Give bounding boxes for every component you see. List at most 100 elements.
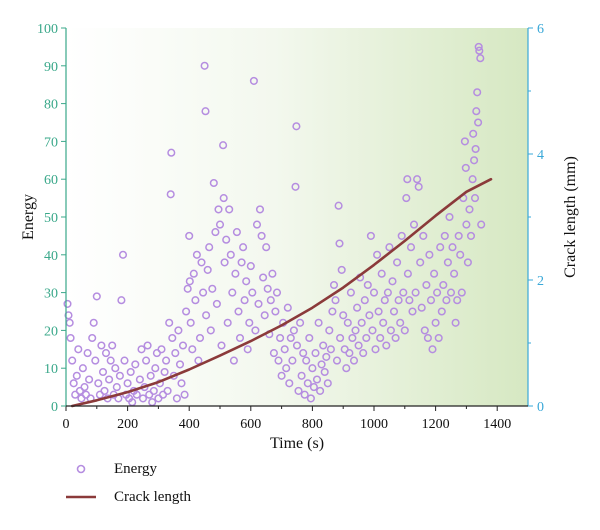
energy-point <box>376 333 385 343</box>
energy-point <box>445 212 454 222</box>
energy-point <box>362 333 371 343</box>
energy-point <box>388 277 397 286</box>
energy-point <box>322 352 331 361</box>
energy-point <box>149 386 158 395</box>
energy-point <box>334 201 343 210</box>
energy-point <box>368 326 377 335</box>
energy-point <box>461 163 470 172</box>
energy-point <box>120 356 129 365</box>
energy-point <box>433 288 442 297</box>
energy-point <box>377 269 386 278</box>
energy-point <box>282 364 291 373</box>
energy-point <box>406 243 416 252</box>
energy-point <box>403 175 412 184</box>
energy-point <box>306 394 315 403</box>
y-left-tick-label: 100 <box>37 22 58 37</box>
energy-point <box>457 288 466 297</box>
energy-point <box>163 386 172 395</box>
energy-point <box>339 311 348 320</box>
energy-point <box>202 311 211 320</box>
energy-point <box>365 311 374 320</box>
legend-line-crack-length-icon <box>66 495 96 499</box>
energy-point <box>174 326 183 335</box>
energy-point <box>380 296 389 305</box>
energy-point <box>138 394 148 403</box>
energy-point <box>354 341 363 350</box>
energy-point <box>442 296 451 305</box>
x-tick-label: 200 <box>117 417 138 432</box>
energy-point <box>266 296 275 305</box>
energy-point <box>211 228 220 237</box>
legend: Energy Crack length <box>66 455 191 511</box>
energy-point <box>88 333 97 343</box>
y-right-tick-label: 0 <box>537 400 544 415</box>
energy-point <box>417 303 426 312</box>
energy-point <box>374 307 383 316</box>
energy-point <box>269 349 278 358</box>
energy-point <box>80 383 89 392</box>
y-left-tick-label: 0 <box>51 400 58 415</box>
energy-point <box>462 220 471 229</box>
energy-point <box>294 386 303 395</box>
y-left-tick-label: 50 <box>44 211 58 226</box>
energy-point <box>328 307 337 316</box>
y-left-tick-label: 40 <box>44 249 58 264</box>
energy-point <box>69 379 78 388</box>
energy-point <box>239 243 248 252</box>
energy-point <box>105 375 114 384</box>
energy-point <box>296 318 305 327</box>
energy-point <box>343 318 352 327</box>
energy-point <box>319 341 328 350</box>
energy-point <box>232 228 241 237</box>
energy-point <box>353 303 362 312</box>
energy-point <box>234 307 243 316</box>
energy-point <box>231 269 240 278</box>
energy-point <box>456 250 465 259</box>
energy-point <box>175 360 185 369</box>
energy-point <box>123 379 132 388</box>
energy-point <box>180 390 189 399</box>
energy-point <box>291 182 300 191</box>
energy-point <box>118 250 128 259</box>
energy-point <box>182 307 191 316</box>
legend-marker-energy-icon <box>76 464 86 474</box>
energy-point <box>72 371 81 380</box>
energy-point <box>371 345 380 354</box>
energy-points <box>63 42 486 407</box>
y-axis-left-label: Energy <box>20 194 37 240</box>
energy-point <box>470 194 480 203</box>
energy-point <box>451 318 460 327</box>
energy-point <box>146 371 155 380</box>
energy-point <box>317 360 326 369</box>
legend-item-crack-length: Crack length <box>66 483 191 511</box>
energy-point <box>160 367 169 377</box>
energy-point <box>357 318 366 327</box>
energy-point <box>363 280 372 290</box>
energy-point <box>229 356 238 365</box>
energy-point <box>366 231 375 240</box>
energy-point <box>92 292 101 301</box>
energy-point <box>471 144 480 154</box>
energy-point <box>195 333 205 343</box>
energy-point <box>106 356 115 365</box>
energy-point <box>126 367 135 377</box>
axes <box>61 27 533 411</box>
energy-point <box>203 265 212 274</box>
energy-point <box>101 349 111 358</box>
energy-point <box>177 379 186 388</box>
energy-point <box>257 231 266 240</box>
energy-point <box>245 318 254 327</box>
energy-point <box>252 220 262 229</box>
energy-point <box>297 371 306 380</box>
legend-label-energy: Energy <box>114 460 158 477</box>
energy-point <box>260 311 269 320</box>
energy-point <box>201 107 210 116</box>
energy-point <box>312 375 322 384</box>
energy-point <box>89 318 98 327</box>
y-right-tick-label: 2 <box>537 274 544 289</box>
energy-point <box>472 107 481 116</box>
y-left-tick-label: 60 <box>44 173 58 188</box>
energy-point <box>91 356 100 365</box>
energy-point <box>323 379 332 388</box>
energy-point <box>274 356 283 365</box>
